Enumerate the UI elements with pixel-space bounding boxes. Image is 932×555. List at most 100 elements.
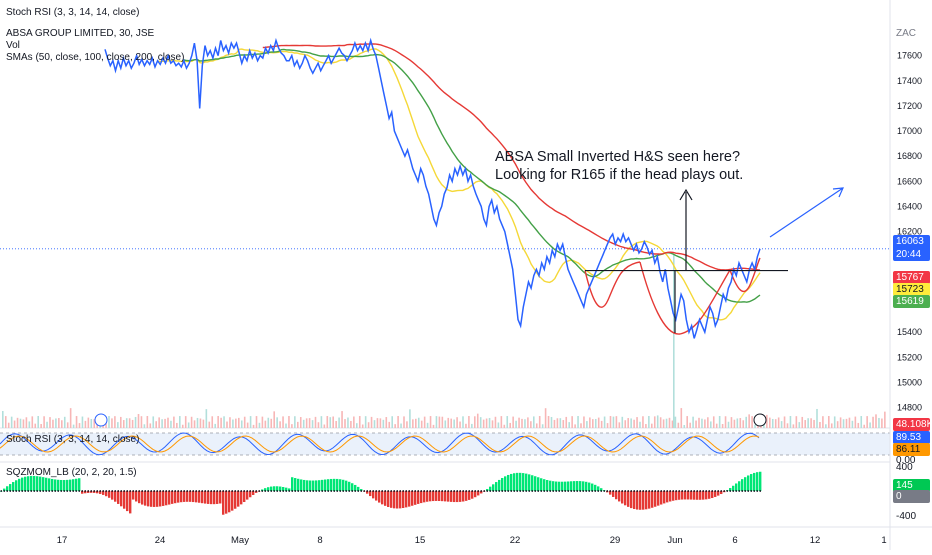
volume-bar — [689, 422, 691, 428]
sqz-dot — [351, 490, 353, 492]
sqz-dot — [114, 490, 116, 492]
price-tick-label: 17200 — [897, 101, 922, 111]
sqz-dot — [396, 490, 398, 492]
volume-bar — [223, 416, 225, 428]
sqz-dot — [81, 490, 83, 492]
volume-bar — [243, 416, 246, 428]
sqz-bar — [642, 491, 645, 510]
volume-bar — [527, 417, 529, 428]
sqz-bar — [729, 488, 732, 491]
sqz-dot — [468, 490, 470, 492]
chart-annotation[interactable]: ABSA Small Inverted H&S seen here? Looki… — [495, 148, 743, 184]
price-tick-label: 17400 — [897, 76, 922, 86]
volume-bar — [279, 421, 281, 428]
sqz-bar — [237, 491, 240, 507]
price-tick-label: 16200 — [897, 227, 922, 237]
sqzmom-label[interactable]: SQZMOM_LB (20, 2, 20, 1.5) — [6, 467, 137, 478]
volume-bar — [624, 420, 627, 428]
sqz-dot — [732, 490, 734, 492]
volume-bar — [816, 408, 818, 428]
volume-bar — [677, 422, 680, 428]
sqz-dot — [237, 490, 239, 492]
sqz-bar — [492, 484, 495, 491]
symbol-legend[interactable]: ABSA GROUP LIMITED, 30, JSE — [6, 28, 155, 39]
sqz-bar — [63, 480, 66, 491]
sqz-bar — [426, 491, 429, 502]
sma-legend[interactable]: SMAs (50, close, 100, close, 200, close) — [6, 52, 185, 63]
sqz-bar — [318, 480, 321, 491]
volume-bar — [577, 416, 579, 428]
sqz-dot — [735, 490, 737, 492]
sma100-tag: 15619 — [893, 295, 930, 308]
volume-bar — [506, 416, 509, 428]
volume-bar — [75, 416, 78, 428]
sqz-bar — [180, 491, 183, 503]
sqz-dot — [222, 490, 224, 492]
sqz-dot — [543, 490, 545, 492]
sqz-bar — [399, 491, 402, 509]
sqz-bar — [321, 479, 324, 491]
sqz-bar — [741, 479, 744, 491]
sqz-dot — [417, 490, 419, 492]
volume-bar — [329, 417, 332, 428]
sqz-bar — [333, 478, 336, 491]
stoch-rsi-label[interactable]: Stoch RSI (3, 3, 14, 14, close) — [6, 434, 140, 445]
volume-bar — [671, 420, 674, 428]
volume-bar — [842, 419, 845, 428]
volume-bar — [350, 420, 352, 428]
sqz-value-tag: 145 — [893, 479, 930, 492]
sqz-dot — [9, 490, 11, 492]
volume-bar — [376, 418, 379, 428]
sqz-bar — [444, 491, 447, 502]
volume-bar — [87, 417, 90, 428]
sqz-bar — [348, 481, 351, 491]
sqz-bar — [477, 491, 480, 496]
volume-bar — [193, 420, 196, 428]
sqz-bar — [96, 491, 99, 494]
sqz-bar — [300, 479, 303, 491]
sqz-axis-bottom: -400 — [896, 511, 917, 522]
volume-bar — [338, 417, 340, 428]
sqz-dot — [744, 490, 746, 492]
sqz-dot — [441, 490, 443, 492]
volume-bar — [226, 421, 228, 428]
volume-bar — [323, 424, 326, 428]
sqz-bar — [678, 491, 681, 500]
volume-bar — [276, 417, 278, 428]
volume-bar — [521, 418, 523, 428]
volume-bar — [881, 418, 883, 428]
sqz-dot — [78, 490, 80, 492]
sqz-bar — [573, 481, 576, 491]
volume-bar — [417, 417, 420, 428]
volume-legend[interactable]: Vol — [6, 40, 20, 51]
sqz-bar — [681, 491, 684, 500]
volume-bar — [662, 419, 665, 428]
volume-bar — [783, 416, 786, 428]
sqz-dot — [258, 490, 260, 492]
volume-bar — [356, 423, 358, 428]
volume-bar — [143, 424, 146, 428]
volume-bar — [252, 424, 255, 428]
sqz-bar — [534, 476, 537, 491]
volume-bar — [344, 419, 346, 428]
sqz-bar — [132, 491, 135, 500]
sqz-bar — [630, 491, 633, 509]
sqz-dot — [483, 490, 485, 492]
sqz-dot — [651, 490, 653, 492]
sqz-bar — [276, 486, 279, 491]
sma-line-3 — [262, 43, 761, 271]
sqz-dot — [294, 490, 296, 492]
volume-bar — [190, 416, 193, 428]
sqz-dot — [153, 490, 155, 492]
sqz-bar — [744, 477, 747, 491]
sqz-dot — [273, 490, 275, 492]
volume-bar — [500, 416, 503, 428]
sqz-dot — [624, 490, 626, 492]
sqz-bar — [144, 491, 147, 506]
volume-bar — [659, 417, 662, 428]
sqz-dot — [675, 490, 677, 492]
volume-bar — [739, 418, 742, 428]
last-price-tag: 16063 20:44 — [893, 235, 930, 261]
volume-bar — [656, 415, 659, 428]
